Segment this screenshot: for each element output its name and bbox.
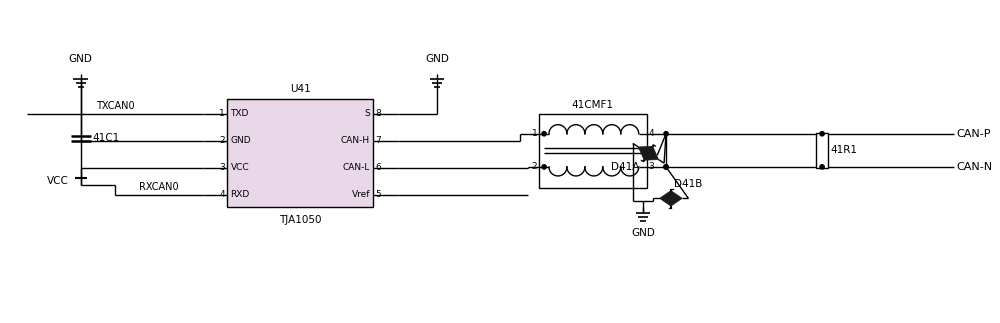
Text: CAN-P: CAN-P [957, 129, 991, 139]
Text: GND: GND [631, 228, 655, 238]
Bar [227, 99, 373, 207]
Text: VCC: VCC [47, 176, 69, 186]
Text: TXCAN0: TXCAN0 [96, 101, 134, 111]
Text: 1: 1 [219, 109, 225, 118]
Polygon shape [671, 191, 682, 206]
Text: S: S [364, 109, 370, 118]
Polygon shape [638, 146, 653, 160]
Text: 3: 3 [219, 163, 225, 172]
Text: CAN-N: CAN-N [957, 162, 993, 172]
Text: CAN-H: CAN-H [341, 136, 370, 145]
Text: GND: GND [69, 54, 93, 64]
Text: GND: GND [231, 136, 251, 145]
Text: D41B: D41B [674, 179, 702, 189]
Text: 1: 1 [532, 129, 537, 138]
Text: TJA1050: TJA1050 [279, 215, 322, 225]
Text: 3: 3 [648, 162, 654, 172]
Polygon shape [660, 191, 671, 206]
Polygon shape [644, 146, 659, 160]
Circle shape [664, 165, 668, 169]
Text: 8: 8 [375, 109, 381, 118]
Text: GND: GND [425, 54, 449, 64]
Circle shape [542, 165, 546, 169]
Text: D41A: D41A [611, 162, 639, 172]
Text: 41R1: 41R1 [831, 145, 858, 155]
Text: 5: 5 [375, 191, 381, 199]
Text: Vref: Vref [352, 191, 370, 199]
Text: VCC: VCC [231, 163, 249, 172]
Text: U41: U41 [290, 84, 311, 94]
Text: 41C1: 41C1 [93, 133, 120, 143]
Bar [539, 114, 647, 188]
Text: TXD: TXD [231, 109, 249, 118]
Text: 4: 4 [220, 191, 225, 199]
Text: 4: 4 [648, 129, 654, 138]
Text: 41CMF1: 41CMF1 [572, 100, 614, 110]
Circle shape [820, 165, 824, 169]
Circle shape [664, 131, 668, 136]
Circle shape [664, 165, 668, 169]
Circle shape [820, 131, 824, 136]
Text: 6: 6 [375, 163, 381, 172]
Text: CAN-L: CAN-L [343, 163, 370, 172]
Circle shape [542, 131, 546, 136]
Text: 2: 2 [220, 136, 225, 145]
Text: 2: 2 [532, 162, 537, 172]
Text: RXD: RXD [231, 191, 250, 199]
Bar [816, 133, 828, 168]
Text: RXCAN0: RXCAN0 [139, 182, 179, 192]
Text: 7: 7 [375, 136, 381, 145]
